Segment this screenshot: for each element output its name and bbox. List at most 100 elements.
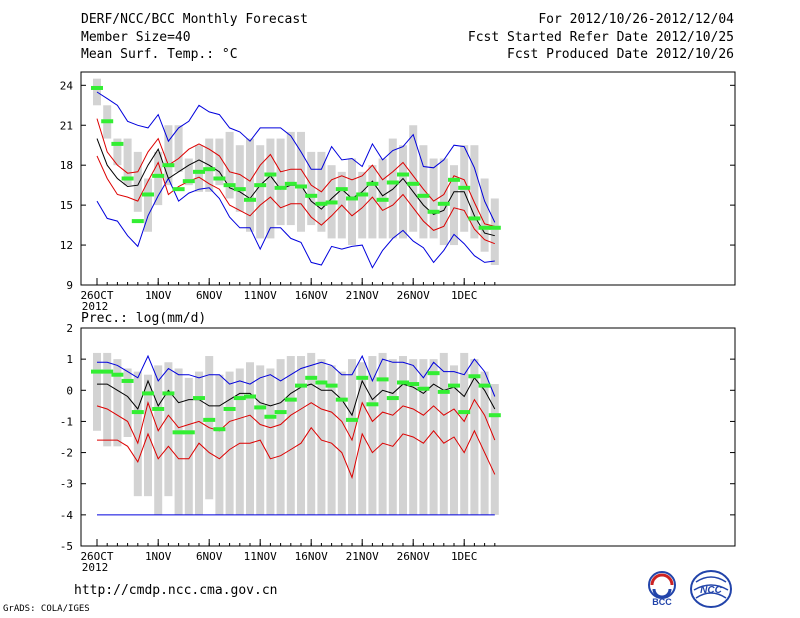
- observed-marker: [244, 394, 256, 399]
- ensemble-box: [358, 171, 367, 239]
- ensemble-box: [225, 371, 234, 515]
- observed-marker: [101, 369, 114, 374]
- observed-marker: [142, 192, 154, 197]
- observed-marker: [131, 410, 144, 415]
- x-tick-year-label: 2012: [82, 300, 109, 313]
- observed-marker: [121, 176, 134, 181]
- ensemble-box: [470, 145, 479, 239]
- observed-marker: [233, 396, 246, 401]
- ensemble-box: [144, 178, 152, 232]
- source-url[interactable]: http://cmdp.ncc.cma.gov.cn: [74, 583, 278, 598]
- ensemble-box: [235, 368, 244, 515]
- ensemble-box: [195, 145, 203, 192]
- chart-title: DERF/NCC/BCC Monthly Forecast: [81, 12, 308, 27]
- ensemble-box: [297, 131, 305, 232]
- ensemble-box: [123, 368, 132, 437]
- x-tick-label: 21NOV: [346, 289, 379, 302]
- temp-variable-label: Mean Surf. Temp.: °C: [81, 47, 238, 62]
- x-tick-label: 11NOV: [244, 550, 277, 563]
- x-tick-label: 26NOV: [397, 550, 430, 563]
- observed-marker: [346, 196, 358, 201]
- x-tick-label: 21NOV: [346, 550, 379, 563]
- y-tick-label: 18: [60, 159, 73, 172]
- x-tick-label: 16NOV: [295, 550, 328, 563]
- observed-marker: [397, 172, 409, 177]
- ensemble-box: [399, 356, 407, 515]
- ensemble-box: [490, 384, 499, 515]
- observed-marker: [233, 187, 246, 192]
- y-tick-label: 24: [60, 79, 74, 92]
- x-tick-year-label: 2012: [82, 561, 109, 574]
- observed-marker: [193, 169, 205, 174]
- ensemble-box: [164, 362, 173, 497]
- ensemble-box: [286, 131, 295, 226]
- grads-credit: GrADS: COLA/IGES: [3, 604, 90, 614]
- ensemble-box: [154, 151, 163, 206]
- observed-marker: [468, 374, 481, 379]
- observed-marker: [274, 410, 287, 415]
- y-tick-label: -4: [60, 509, 74, 522]
- observed-marker: [407, 181, 420, 186]
- observed-marker: [448, 177, 460, 182]
- observed-marker: [203, 417, 216, 422]
- ensemble-box: [480, 371, 489, 515]
- ensemble-box: [235, 145, 244, 212]
- ensemble-box: [327, 365, 336, 515]
- ensemble-box: [113, 138, 122, 166]
- ensemble-box: [307, 352, 316, 515]
- ensemble-box: [256, 145, 265, 239]
- ensemble-box: [409, 125, 418, 232]
- ensemble-box: [368, 356, 377, 515]
- bcc-logo-text: BCC: [652, 597, 672, 607]
- observed-marker: [213, 427, 226, 432]
- x-tick-label: 26OCT: [80, 550, 113, 563]
- observed-marker: [203, 167, 216, 172]
- observed-marker: [152, 173, 165, 178]
- ensemble-box: [286, 356, 295, 515]
- y-tick-label: 15: [60, 199, 73, 212]
- y-tick-label: 0: [66, 384, 73, 397]
- x-tick-label: 1DEC: [451, 550, 478, 563]
- ensemble-box: [164, 125, 173, 186]
- observed-marker: [448, 383, 460, 388]
- observed-marker: [325, 383, 338, 388]
- ensemble-box: [113, 359, 122, 447]
- observed-marker: [223, 406, 236, 411]
- ensemble-box: [246, 138, 254, 232]
- ensemble-box: [154, 365, 163, 515]
- observed-marker: [356, 375, 369, 380]
- forecast-period: For 2012/10/26-2012/12/04: [538, 12, 734, 27]
- ensemble-box: [429, 359, 438, 515]
- ensemble-box: [93, 352, 101, 431]
- bcc-logo: BCC: [648, 571, 676, 607]
- y-tick-label: -5: [60, 540, 73, 553]
- ensemble-box: [307, 151, 316, 226]
- member-size: Member Size=40: [81, 30, 191, 45]
- lower-spread-line: [96, 155, 495, 245]
- observed-marker: [182, 430, 195, 435]
- observed-marker: [274, 185, 287, 190]
- observed-marker: [458, 410, 471, 415]
- ensemble-box: [215, 374, 224, 515]
- observed-marker: [295, 383, 307, 388]
- ensemble-box: [368, 165, 377, 239]
- x-tick-label: 26OCT: [80, 289, 113, 302]
- ensemble-box: [184, 377, 193, 515]
- observed-marker: [213, 176, 226, 181]
- max-line: [96, 91, 496, 223]
- ensemble-box: [348, 158, 356, 246]
- ensemble-box: [133, 371, 142, 497]
- observed-marker: [101, 119, 114, 124]
- ensemble-box: [215, 138, 224, 186]
- ensemble-box: [450, 365, 458, 515]
- ensemble-box: [450, 165, 458, 246]
- prec-variable-label: Prec.: log(mm/d): [81, 311, 207, 326]
- ensemble-box: [419, 145, 428, 239]
- observed-marker: [366, 402, 379, 407]
- observed-marker: [91, 85, 103, 90]
- observed-marker: [172, 430, 185, 435]
- observed-marker: [488, 413, 501, 418]
- ensemble-box: [276, 359, 285, 515]
